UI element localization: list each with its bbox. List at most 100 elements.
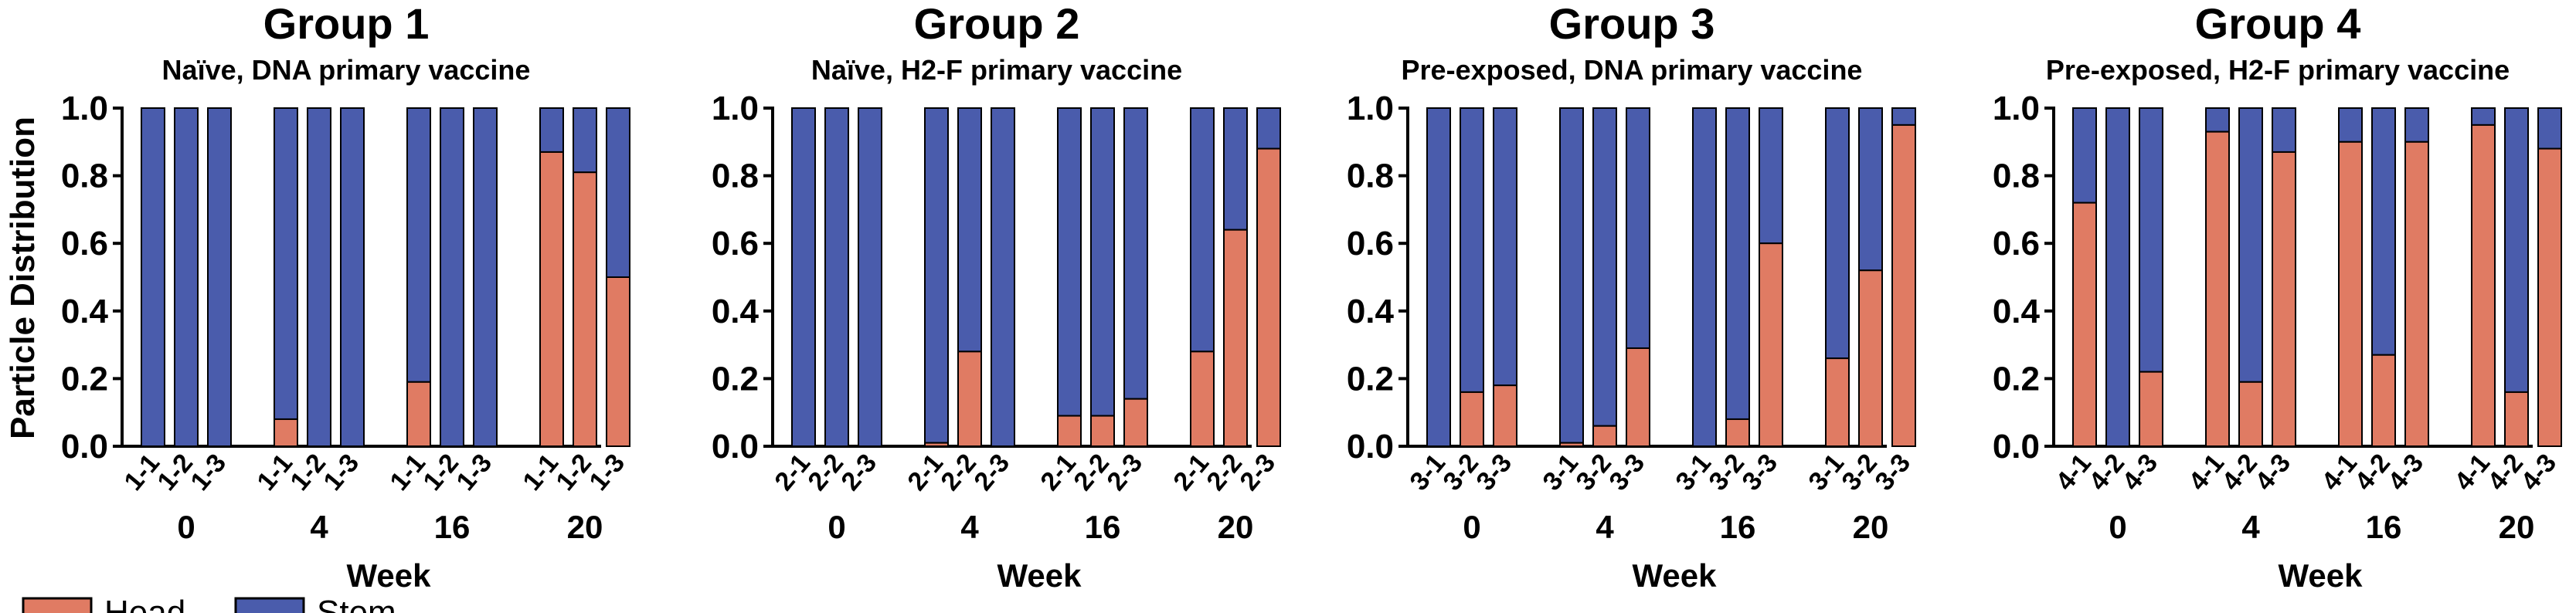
bar-stem [473,107,498,447]
bar-stem [406,107,431,383]
x-sample-label: 2-3 [835,449,882,496]
x-axis-title: Week [347,557,432,594]
panel-subtitle: Pre-exposed, DNA primary vaccine [1402,54,1863,86]
legend: Head Stem [22,594,396,613]
legend-item-stem: Stem [234,594,396,613]
bar-stem [2139,107,2163,373]
x-sample-label: 2-3 [1234,449,1281,496]
panel-group-1: Group 1 Naïve, DNA primary vaccine 0.0 0.2 0… [61,0,630,594]
bar-stem [340,107,365,447]
bar-head [1725,418,1750,448]
panel-subtitle: Pre-exposed, H2-F primary vaccine [2046,54,2510,86]
y-tick-label: 0.4 [1993,293,2041,330]
bar-stem [2537,107,2562,150]
bar-stem [2404,107,2429,143]
y-axis-label: Particle Distribution [4,117,42,439]
panel-subtitle: Naïve, H2-F primary vaccine [811,54,1182,86]
week-label: 16 [2366,509,2402,545]
y-tick-label: 0.2 [1993,360,2040,398]
bar-head [2139,371,2163,448]
week-label: 16 [1720,509,1756,545]
chart-panels: Group 1 Naïve, DNA primary vaccine 0.0 0.2 0… [61,0,2562,594]
week-label: 0 [177,509,195,545]
week-label: 20 [2499,509,2535,545]
bar-stem [2471,107,2496,126]
y-tick-label: 0.2 [712,360,759,398]
bar-stem [1559,107,1584,444]
week-label: 4 [960,509,979,545]
bar-stem [1692,107,1717,447]
panel-title: Group 2 [914,0,1080,48]
bar-head [2072,202,2097,447]
panel-group-4: Group 4 Pre-exposed, H2-F primary vaccine… [1993,0,2562,594]
bar-stem [2105,107,2130,447]
bar-stem [2272,107,2296,153]
bar-stem [274,107,298,420]
y-tick-label: 1.0 [712,90,759,127]
legend-swatch [22,597,93,613]
bar-head [1759,242,1783,447]
y-tick-label: 0.6 [712,225,759,262]
bar-head [1057,415,1082,448]
bar-head [924,442,949,447]
week-label: 0 [828,509,845,545]
bar-head [2371,354,2396,447]
bar-stem [1057,107,1082,417]
bar-stem [2504,107,2529,393]
bar-head [606,276,630,447]
bar-stem [2205,107,2230,133]
bar-head [1223,229,1248,447]
panel-group-3: Group 3 Pre-exposed, DNA primary vaccine 0… [1347,0,1916,594]
bar-stem [1190,107,1215,353]
y-tick-label: 1.0 [1993,90,2040,127]
bar-stem [2371,107,2396,356]
bar-head [1090,415,1115,448]
panel-title: Group 3 [1549,0,1715,48]
week-label: 16 [434,509,471,545]
x-sample-label: 2-3 [1101,449,1148,496]
x-sample-label: 3-3 [1736,449,1783,496]
bar-head [2471,124,2496,447]
week-label: 20 [1218,509,1254,545]
bar-stem [1426,107,1451,447]
bar-head [2272,151,2296,447]
week-label: 20 [567,509,603,545]
x-axis-title: Week [2279,557,2364,594]
bar-stem [1592,107,1617,427]
bar-head [2404,141,2429,448]
legend-label: Stem [317,594,396,613]
legend-swatch [234,597,305,613]
bar-head [573,171,597,447]
y-tick-label: 0.4 [1347,293,1395,330]
bar-stem [174,107,199,447]
bar-head [1123,398,1148,447]
panel-subtitle: Naïve, DNA primary vaccine [162,54,531,86]
x-sample-label: 3-3 [1603,449,1650,496]
bar-stem [1891,107,1916,126]
bar-head [2338,141,2363,448]
bar-head [1626,347,1650,448]
bar-head [2205,130,2230,447]
panel-title: Group 4 [2195,0,2361,48]
bar-stem [1626,107,1650,349]
legend-item-head: Head [22,594,185,613]
bar-head [2504,391,2529,448]
bar-stem [1725,107,1750,420]
panel-title: Group 1 [263,0,430,48]
x-sample-label: 1-3 [318,449,365,496]
y-tick-label: 0.8 [1993,157,2040,195]
bar-head [1256,147,1281,447]
week-label: 20 [1853,509,1889,545]
y-tick-label: 0.8 [712,157,759,195]
bar-head [274,418,298,448]
x-sample-label: 1-3 [185,449,232,496]
panel-group-2: Group 2 Naïve, H2-F primary vaccine 0.0 0.2… [712,0,1281,594]
x-sample-label: 4-3 [2382,449,2429,496]
x-sample-label: 4-3 [2116,449,2163,496]
bar-head [406,381,431,447]
bar-stem [1858,107,1883,272]
bar-head [1460,391,1484,448]
bar-stem [824,107,849,447]
bar-stem [791,107,816,447]
y-tick-label: 1.0 [1347,90,1394,127]
